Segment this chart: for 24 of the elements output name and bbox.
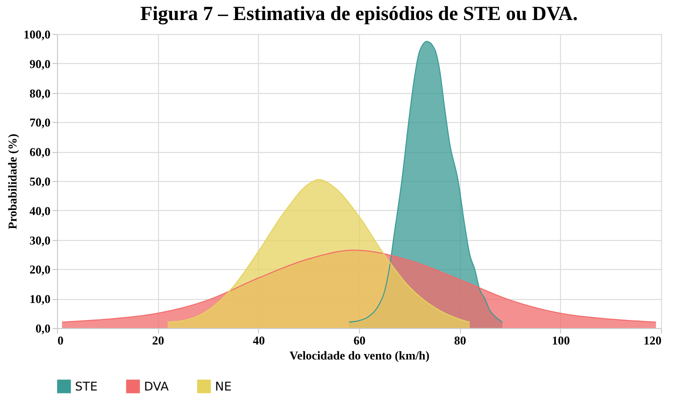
y-tick-label: 10,0 bbox=[30, 292, 50, 306]
y-tick-label: 70,0 bbox=[30, 116, 50, 130]
y-axis-title: Probabilidade (%) bbox=[6, 134, 20, 230]
x-axis-title: Velocidade do vento (km/h) bbox=[290, 348, 430, 362]
y-tick-label: 100,0 bbox=[24, 28, 50, 42]
x-tick-label: 0 bbox=[58, 334, 64, 348]
x-tick-label: 80 bbox=[454, 334, 466, 348]
y-tick-label: 40,0 bbox=[30, 204, 50, 218]
y-tick-label: 80,0 bbox=[30, 86, 50, 100]
legend-label: DVA bbox=[144, 379, 170, 394]
y-tick-label: 0,0 bbox=[36, 322, 50, 336]
y-tick-label: 20,0 bbox=[30, 262, 50, 277]
x-tick-label: 100 bbox=[552, 334, 570, 348]
y-tick-label: 60,0 bbox=[30, 145, 50, 160]
y-tick-label: 90,0 bbox=[30, 56, 50, 71]
x-tick-label: 20 bbox=[152, 334, 164, 348]
legend-label: STE bbox=[75, 379, 98, 394]
x-tick-label: 60 bbox=[354, 334, 366, 348]
y-tick-label: 30,0 bbox=[30, 233, 50, 248]
y-tick-label: 50,0 bbox=[30, 174, 50, 188]
x-tick-label: 40 bbox=[252, 334, 265, 348]
chart-title: Figura 7 – Estimativa de episódios de STE ou DVA. bbox=[140, 3, 578, 25]
legend-label: NE bbox=[215, 379, 232, 394]
x-tick-label: 120 bbox=[644, 334, 662, 348]
